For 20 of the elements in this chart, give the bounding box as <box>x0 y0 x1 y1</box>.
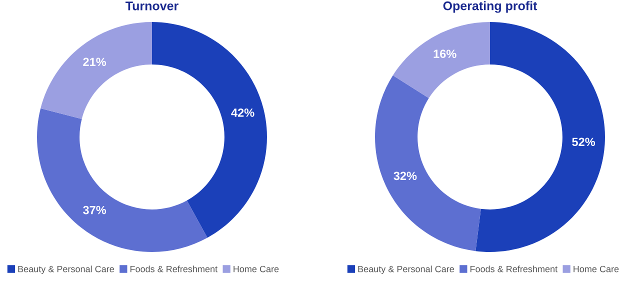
legend-label: Foods & Refreshment <box>130 266 218 272</box>
chart-title: Operating profit <box>443 1 538 13</box>
legend-label: Foods & Refreshment <box>470 266 558 272</box>
legend-label: Beauty & Personal Care <box>18 266 114 274</box>
data-label: 42% <box>231 108 254 117</box>
donut-slice <box>40 22 152 119</box>
data-label: 37% <box>83 206 106 214</box>
donut-slice <box>152 22 267 238</box>
donut-slice <box>476 22 605 252</box>
data-label: 21% <box>83 58 106 66</box>
legend-label: Home Care <box>234 266 279 272</box>
donut-slice <box>37 108 208 252</box>
data-label: 52% <box>572 138 596 146</box>
legend-label: Beauty & Personal Care <box>358 266 454 274</box>
data-label: 16% <box>434 50 456 58</box>
legend-label: Home Care <box>574 266 619 272</box>
donut-slice <box>375 75 481 252</box>
donut-slice <box>392 22 490 98</box>
data-label: 32% <box>394 172 417 180</box>
chart-title: Turnover <box>126 2 178 10</box>
